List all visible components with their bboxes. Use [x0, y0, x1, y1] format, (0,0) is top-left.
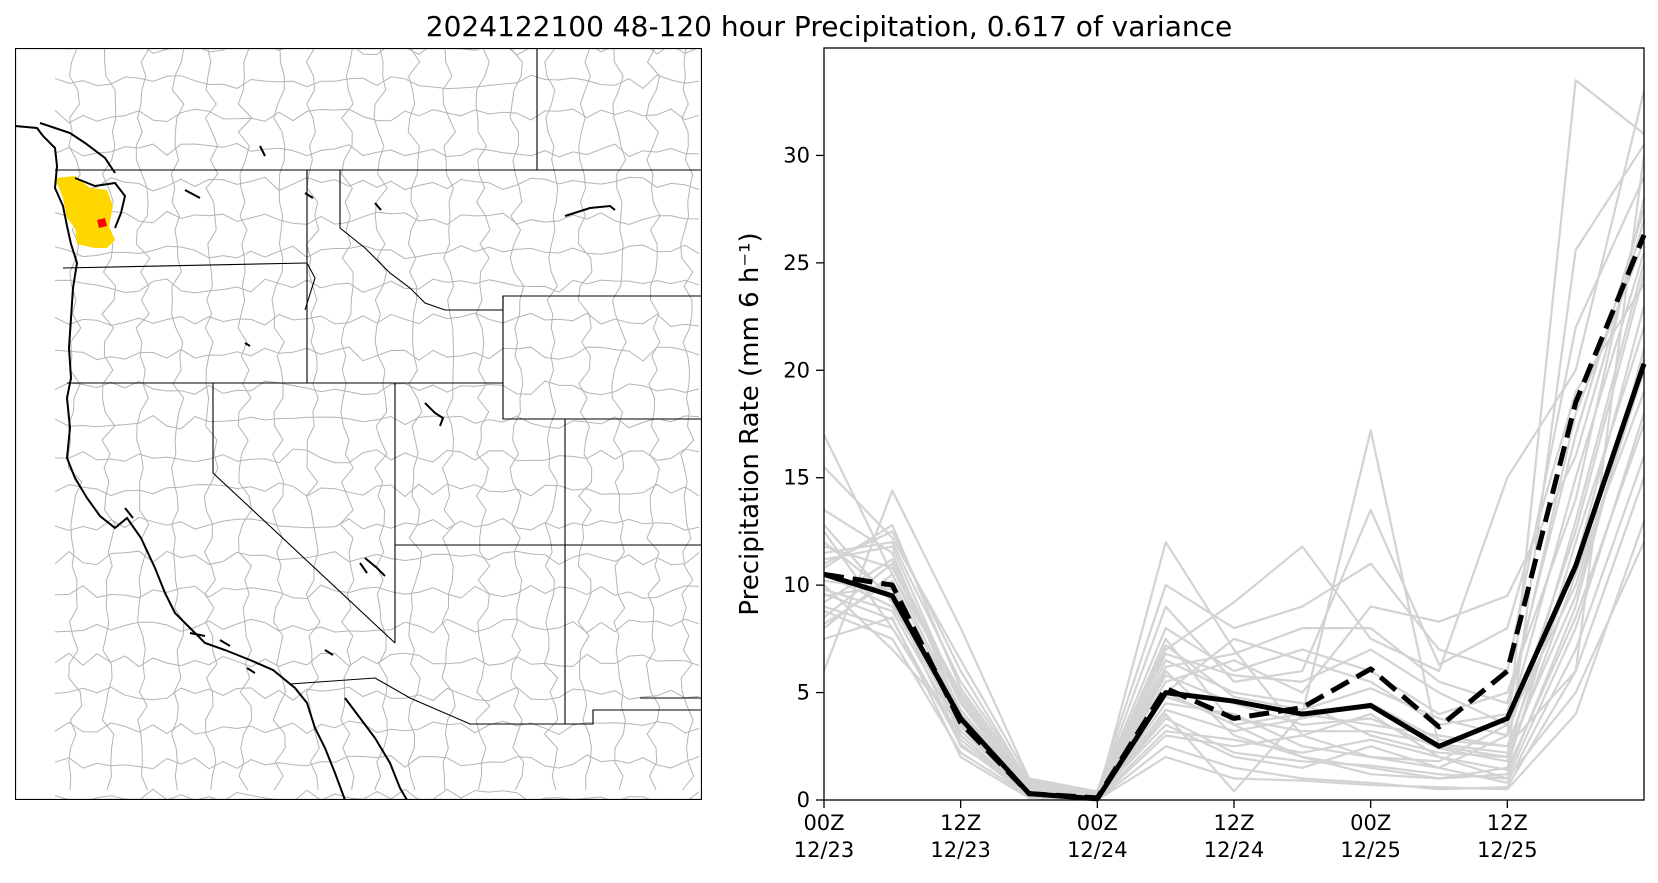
basin-line: [441, 48, 456, 791]
x-tick-label: 12Z: [1213, 811, 1254, 835]
coastline: [15, 125, 346, 800]
basin-line: [339, 48, 355, 791]
basin-line: [54, 176, 700, 192]
ensemble-member-line: [823, 90, 1646, 797]
y-tick-label: 25: [783, 251, 810, 275]
basin-line: [54, 244, 700, 260]
basin-line: [54, 720, 700, 736]
basin-line: [54, 754, 700, 770]
x-tick-label: 12/23: [930, 838, 991, 862]
ensemble-member-line: [823, 240, 1646, 800]
ensemble-member-line: [823, 283, 1645, 795]
plot-frame: [823, 47, 1645, 801]
x-tick-label: 00Z: [1350, 811, 1391, 835]
basin-line: [54, 380, 700, 396]
basin-line: [135, 48, 151, 791]
ensemble-member-line: [823, 369, 1646, 800]
basin-line: [101, 48, 117, 791]
ensemble-member-line: [822, 79, 1645, 800]
x-tick-label: 12Z: [1487, 811, 1528, 835]
ensemble-member-line: [823, 541, 1646, 800]
ensemble-member-line: [823, 251, 1646, 797]
basin-line: [271, 48, 287, 791]
y-tick-label: 10: [783, 573, 810, 597]
basin-line: [54, 516, 700, 532]
ensemble-member-line: [823, 305, 1646, 800]
ensemble-member-line: [823, 477, 1646, 802]
basin-line: [54, 448, 700, 464]
state-borders: [55, 48, 702, 725]
ensemble-member-line: [823, 412, 1646, 802]
basin-line: [54, 618, 700, 634]
ensemble-member-line: [823, 423, 1646, 800]
figure-title: 2024122100 48-120 hour Precipitation, 0.…: [425, 10, 1233, 43]
ensemble-mean-line: [823, 233, 1647, 801]
basin-line: [54, 482, 700, 498]
basin-line: [170, 48, 185, 791]
basin-line: [203, 48, 219, 791]
x-tick-label: 12/24: [1067, 838, 1128, 862]
ensemble-member-line: [823, 391, 1646, 800]
basin-line: [54, 48, 700, 56]
basin-line: [54, 312, 700, 328]
basin-line: [54, 686, 700, 702]
ensemble-member-line: [823, 176, 1646, 793]
baja-coast: [344, 697, 408, 800]
y-tick-label: 15: [783, 466, 810, 490]
basin-line: [54, 74, 700, 90]
x-tick-label: 12/24: [1204, 838, 1265, 862]
ensemble-member-line: [823, 155, 1646, 802]
x-tick-label: 00Z: [1077, 811, 1118, 835]
ensemble-member-line: [823, 326, 1646, 800]
ensemble-member-line: [823, 262, 1646, 800]
basin-line: [54, 652, 700, 668]
basin-line: [54, 584, 700, 600]
x-tick-label: 00Z: [803, 811, 844, 835]
x-tick-label: 12/23: [794, 838, 855, 862]
basin-line: [54, 346, 700, 362]
puget-sound: [39, 122, 127, 229]
watershed-map: [15, 48, 702, 800]
y-tick-label: 20: [783, 358, 810, 382]
ensemble-member-line: [823, 359, 1646, 797]
ensemble-member-line: [823, 455, 1646, 797]
y-axis-label: Precipitation Rate (mm 6 h⁻¹): [735, 232, 765, 615]
basin-boundaries: [54, 48, 700, 800]
ensemble-member-line: [823, 520, 1646, 802]
x-tick-label: 12Z: [940, 811, 981, 835]
basin-line: [237, 48, 253, 791]
highlighted-basin: [55, 176, 115, 248]
ensemble-member-line: [823, 208, 1646, 797]
highlighted-point: [97, 218, 107, 228]
y-tick-label: 0: [797, 788, 810, 812]
basin-line: [54, 142, 700, 158]
ensemble-member-line: [823, 219, 1646, 797]
basin-line: [54, 278, 700, 294]
basin-line: [54, 415, 700, 430]
x-tick-label: 12/25: [1340, 838, 1401, 862]
ensemble-member-line: [823, 144, 1645, 802]
y-tick-label: 5: [797, 681, 810, 705]
basin-line: [54, 210, 700, 226]
ensemble-member-line: [823, 198, 1646, 795]
basin-line: [407, 48, 423, 791]
basin-line: [54, 788, 700, 800]
basin-line: [373, 48, 388, 791]
ensemble-member-line: [823, 348, 1646, 797]
y-tick-label: 30: [783, 143, 810, 167]
lakes: [124, 145, 616, 674]
basin-line: [305, 48, 321, 791]
x-tick-label: 12/25: [1477, 838, 1538, 862]
basin-line: [475, 48, 491, 791]
analysis-line: [823, 362, 1647, 802]
basin-line: [54, 108, 700, 124]
basin-line: [54, 550, 700, 566]
ensemble-member-line: [823, 273, 1646, 795]
basin-line: [67, 48, 83, 791]
